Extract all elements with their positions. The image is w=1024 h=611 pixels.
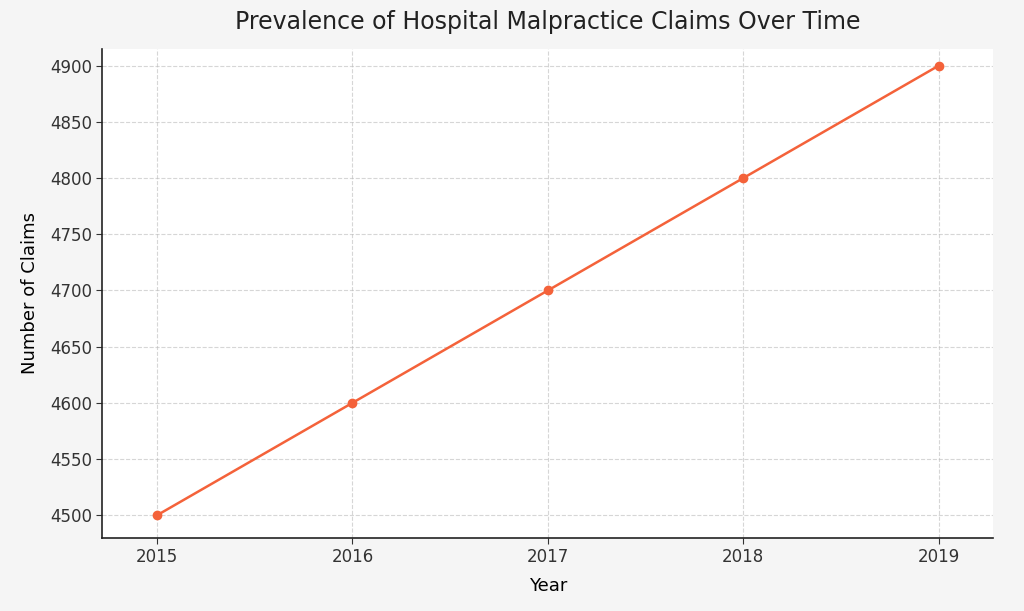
Title: Prevalence of Hospital Malpractice Claims Over Time: Prevalence of Hospital Malpractice Claim… <box>236 10 860 34</box>
X-axis label: Year: Year <box>528 577 567 595</box>
Y-axis label: Number of Claims: Number of Claims <box>20 212 39 375</box>
